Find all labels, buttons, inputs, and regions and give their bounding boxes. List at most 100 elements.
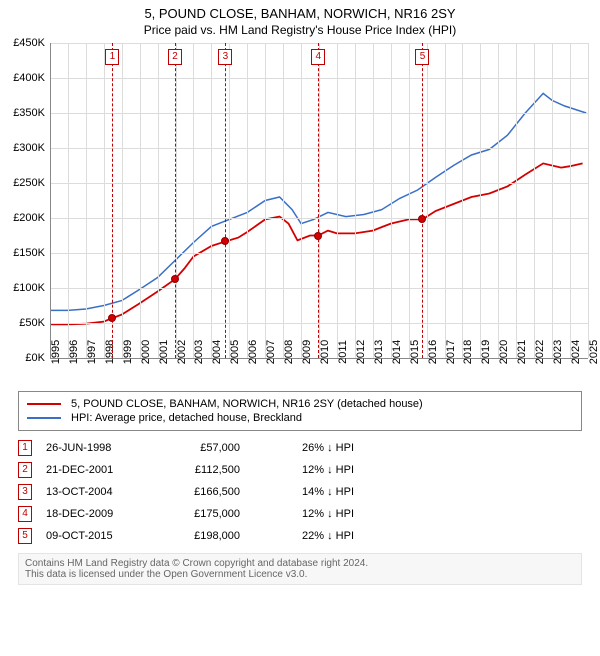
sale-pct-vs-hpi: 26% ↓ HPI [254,442,354,454]
gridline-v [445,43,446,358]
gridline-v [373,43,374,358]
sale-marker [418,215,426,223]
sales-table-row: 2 21-DEC-2001 £112,500 12% ↓ HPI [18,459,582,481]
gridline-v [588,43,589,358]
sale-pct-vs-hpi: 12% ↓ HPI [254,464,354,476]
price-chart: £0K£50K£100K£150K£200K£250K£300K£350K£40… [50,43,588,383]
x-axis-label: 2004 [211,340,223,364]
sale-badge: 1 [105,49,119,65]
y-axis-label: £0K [0,352,45,364]
x-axis-label: 2010 [319,340,331,364]
x-axis-label: 2019 [480,340,492,364]
sales-table-row: 126-JUN-1998£57,00026% ↓ HPI [18,437,582,459]
sale-vline [318,43,319,358]
sale-date: 09-OCT-2015 [46,530,146,542]
footer: Contains HM Land Registry data © Crown c… [18,553,582,585]
sale-vline [112,43,113,358]
gridline-v [193,43,194,358]
x-axis-label: 2025 [588,340,600,364]
sale-marker [314,232,322,240]
legend-swatch-series1 [27,403,61,405]
sale-price: £198,000 [160,530,240,542]
sales-table-row: 418-DEC-2009£175,00012% ↓ HPI [18,503,582,525]
footer-line2: This data is licensed under the Open Gov… [25,569,575,580]
page: 5, POUND CLOSE, BANHAM, NORWICH, NR16 2S… [0,6,600,656]
gridline-v [498,43,499,358]
sale-price: £166,500 [160,486,240,498]
x-axis-label: 2015 [409,340,421,364]
x-axis-label: 2014 [391,340,403,364]
y-axis-label: £200K [0,212,45,224]
plot-area: £0K£50K£100K£150K£200K£250K£300K£350K£40… [50,43,588,358]
y-axis-label: £250K [0,177,45,189]
gridline-v [462,43,463,358]
y-axis-label: £100K [0,282,45,294]
y-axis-label: £300K [0,142,45,154]
y-axis-label: £400K [0,72,45,84]
legend-row-series2: HPI: Average price, detached house, Brec… [27,412,573,424]
sale-date: 21-DEC-2001 [46,464,146,476]
sale-date: 26-JUN-1998 [46,442,146,454]
y-axis-label: £50K [0,317,45,329]
sale-vline [225,43,226,358]
x-axis-label: 2018 [462,340,474,364]
sale-marker [221,237,229,245]
sales-table-row: 313-OCT-2004£166,50014% ↓ HPI [18,481,582,503]
gridline-v [427,43,428,358]
sale-badge: 3 [218,49,232,65]
gridline-v [211,43,212,358]
gridline-v [480,43,481,358]
x-axis-label: 2008 [283,340,295,364]
sale-index-badge: 5 [18,528,32,544]
sale-index-badge: 4 [18,506,32,522]
sale-marker [108,314,116,322]
x-axis-label: 2000 [140,340,152,364]
x-axis-label: 2017 [445,340,457,364]
x-axis-label: 2009 [301,340,313,364]
y-axis-label: £150K [0,247,45,259]
x-axis-label: 2007 [265,340,277,364]
gridline-v [140,43,141,358]
y-axis-label: £350K [0,107,45,119]
legend-label-series1: 5, POUND CLOSE, BANHAM, NORWICH, NR16 2S… [71,398,423,410]
x-axis-label: 2011 [337,340,349,364]
x-axis-label: 2020 [498,340,510,364]
gridline-v [104,43,105,358]
gridline-v [534,43,535,358]
sale-index-badge: 2 [18,462,32,478]
x-axis-label: 1996 [68,340,80,364]
x-axis-label: 2013 [373,340,385,364]
sale-badge: 5 [415,49,429,65]
x-axis-label: 1997 [86,340,98,364]
sales-table: 126-JUN-1998£57,00026% ↓ HPI221-DEC-2001… [18,437,582,547]
gridline-v [337,43,338,358]
sale-index-badge: 1 [18,440,32,456]
x-axis-label: 2016 [427,340,439,364]
x-axis-label: 2022 [534,340,546,364]
x-axis-label: 2006 [247,340,259,364]
gridline-v [570,43,571,358]
sale-badge: 2 [168,49,182,65]
sale-vline [175,43,176,358]
gridline-v [50,43,51,358]
legend-swatch-series2 [27,417,61,419]
legend: 5, POUND CLOSE, BANHAM, NORWICH, NR16 2S… [18,391,582,431]
gridline-v [283,43,284,358]
gridline-v [409,43,410,358]
x-axis-label: 2012 [355,340,367,364]
x-axis-label: 2001 [158,340,170,364]
sale-price: £112,500 [160,464,240,476]
gridline-v [68,43,69,358]
sale-pct-vs-hpi: 22% ↓ HPI [254,530,354,542]
x-axis-label: 2024 [570,340,582,364]
sale-pct-vs-hpi: 12% ↓ HPI [254,508,354,520]
gridline-v [229,43,230,358]
sale-pct-vs-hpi: 14% ↓ HPI [254,486,354,498]
sale-marker [171,275,179,283]
x-axis-label: 2023 [552,340,564,364]
gridline-v [552,43,553,358]
sale-date: 13-OCT-2004 [46,486,146,498]
x-axis-label: 2003 [193,340,205,364]
gridline-v [122,43,123,358]
x-axis-label: 1995 [50,340,62,364]
